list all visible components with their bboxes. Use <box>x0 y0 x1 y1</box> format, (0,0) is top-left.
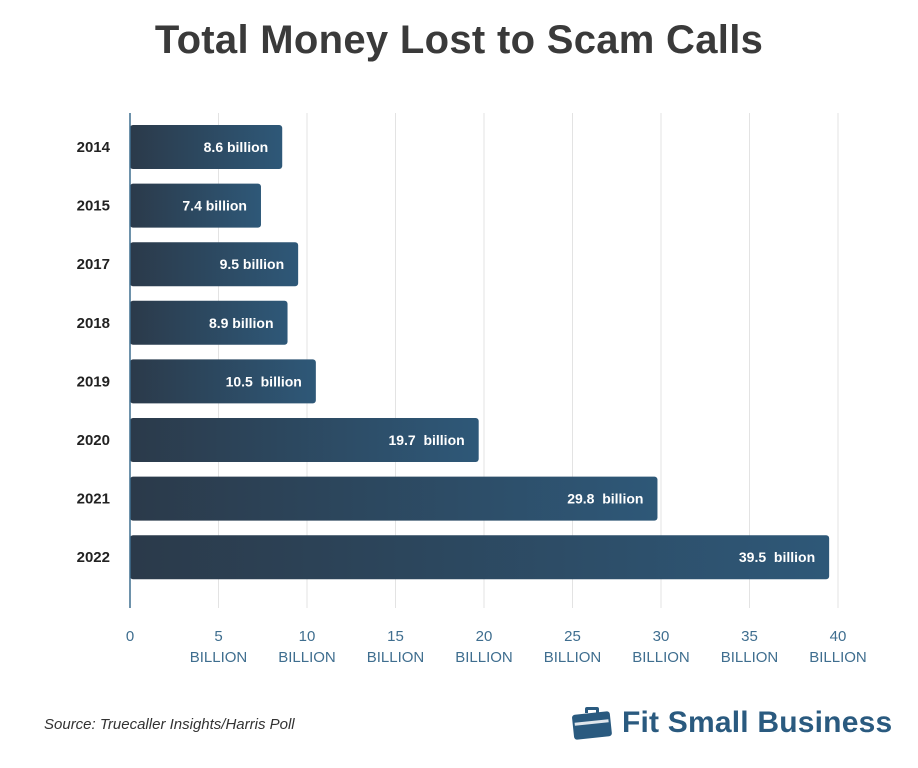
x-tick-label: 40 <box>830 628 847 645</box>
x-tick-unit: BILLION <box>190 649 248 666</box>
bar-value-label: 8.6 billion <box>204 139 269 155</box>
bar-value-label: 7.4 billion <box>182 198 247 214</box>
bar-value-label: 10.5 billion <box>226 373 302 389</box>
x-tick-label: 30 <box>653 628 670 645</box>
source-note: Source: Truecaller Insights/Harris Poll <box>44 716 295 733</box>
x-tick-unit: BILLION <box>367 649 425 666</box>
brand-name: Fit Small Business <box>622 706 893 739</box>
x-tick-label: 5 <box>214 628 222 645</box>
bar-value-label: 39.5 billion <box>739 549 815 565</box>
bar <box>130 125 283 169</box>
x-tick-unit: BILLION <box>632 649 690 666</box>
x-tick-label: 10 <box>299 628 316 645</box>
y-category-label: 2022 <box>77 549 110 566</box>
bar-value-label: 19.7 billion <box>388 432 464 448</box>
x-tick-label: 20 <box>476 628 493 645</box>
bar-value-label: 9.5 billion <box>220 256 285 272</box>
bar <box>130 476 658 521</box>
bar <box>130 300 288 345</box>
x-tick-label: 0 <box>126 628 134 645</box>
bar <box>130 418 479 462</box>
x-tick-unit: BILLION <box>544 649 602 666</box>
bar <box>130 535 830 580</box>
briefcase-icon <box>572 707 612 740</box>
y-category-label: 2019 <box>77 373 110 390</box>
y-category-label: 2015 <box>77 198 110 215</box>
bar-value-label: 29.8 billion <box>567 491 643 507</box>
brand-logo: Fit Small Business <box>572 706 892 740</box>
x-tick-label: 15 <box>387 628 404 645</box>
bar <box>130 183 261 228</box>
x-tick-label: 35 <box>741 628 758 645</box>
chart-title: Total Money Lost to Scam Calls <box>154 18 764 62</box>
bar-value-label: 8.9 billion <box>209 315 274 331</box>
y-category-label: 2017 <box>77 256 110 273</box>
x-tick-unit: BILLION <box>455 649 513 666</box>
x-tick-unit: BILLION <box>278 649 336 666</box>
bar <box>130 359 316 404</box>
bars <box>130 125 830 580</box>
y-category-label: 2018 <box>77 315 110 332</box>
bar <box>130 242 299 287</box>
x-tick-label: 25 <box>564 628 581 645</box>
y-category-label: 2020 <box>77 432 110 449</box>
y-category-label: 2014 <box>77 139 111 156</box>
x-tick-unit: BILLION <box>721 649 779 666</box>
labels: 0 5 BILLION 10 BILLION 15 BILLION 20 BILLION 25 BI… <box>77 139 867 666</box>
y-category-label: 2021 <box>77 491 110 508</box>
x-tick-unit: BILLION <box>809 649 867 666</box>
